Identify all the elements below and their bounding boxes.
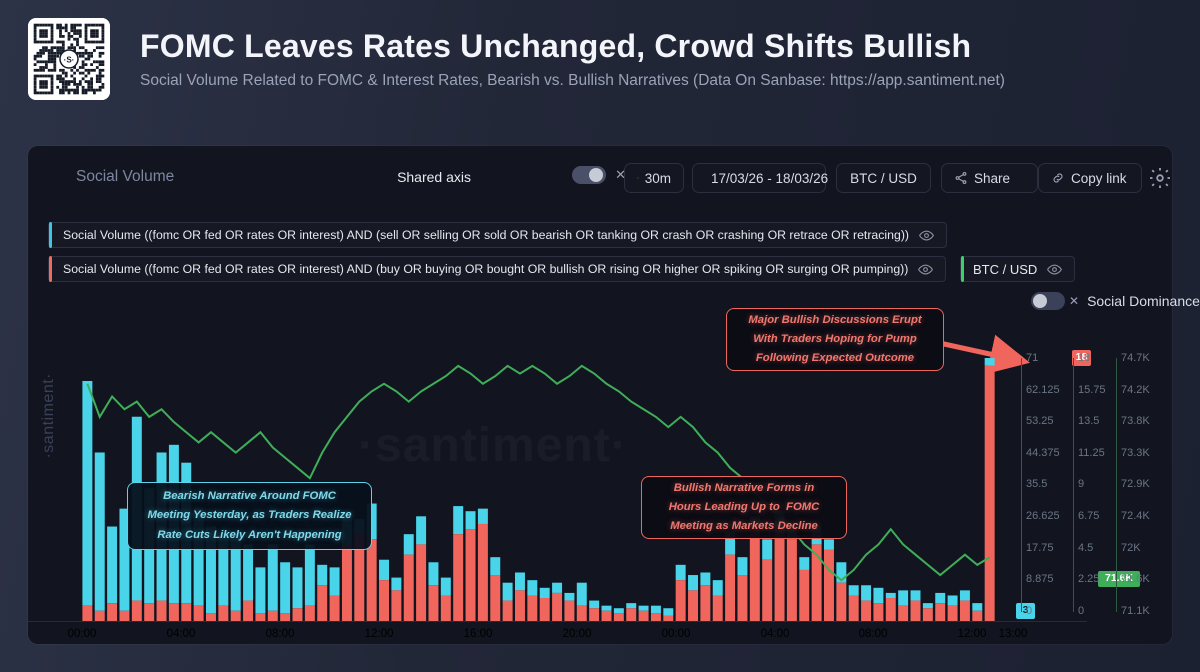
svg-text:·S·: ·S· xyxy=(64,56,75,65)
